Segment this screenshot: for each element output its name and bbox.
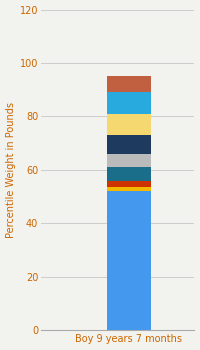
Bar bbox=[107, 167, 151, 181]
Bar bbox=[107, 92, 151, 114]
Bar bbox=[107, 181, 151, 187]
Bar bbox=[107, 154, 151, 167]
Bar bbox=[107, 191, 151, 330]
Bar bbox=[107, 76, 151, 92]
Bar bbox=[107, 114, 151, 135]
Bar bbox=[107, 187, 151, 191]
Y-axis label: Percentile Weight in Pounds: Percentile Weight in Pounds bbox=[6, 102, 16, 238]
Bar bbox=[107, 135, 151, 154]
